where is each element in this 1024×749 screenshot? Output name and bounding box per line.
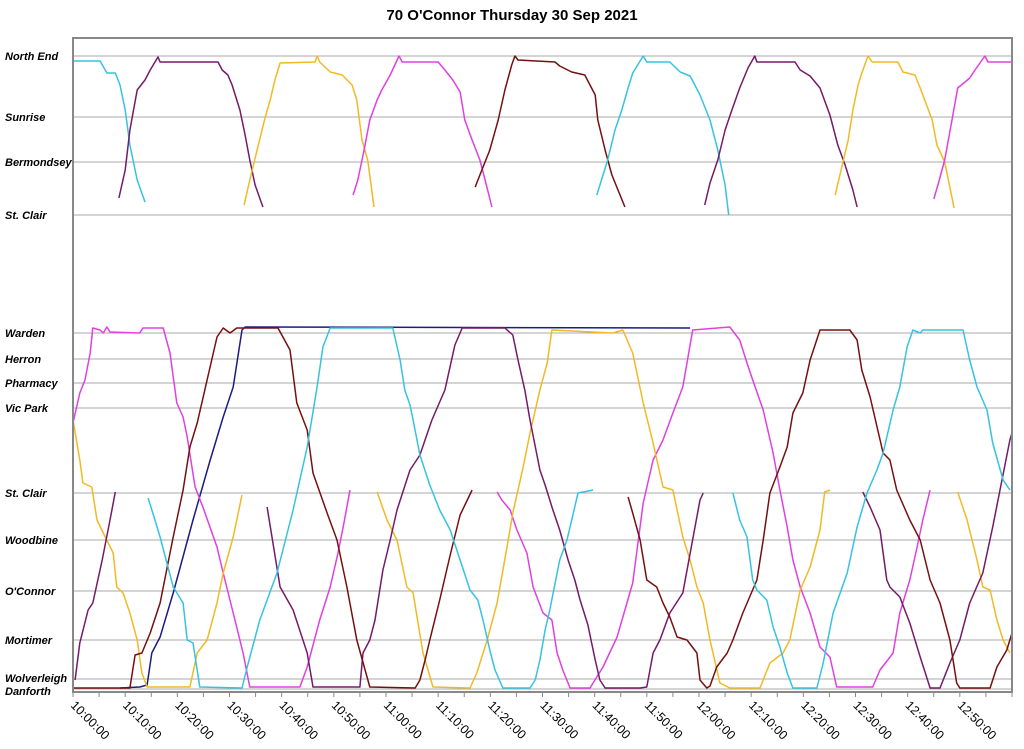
station-label: Sunrise	[5, 112, 45, 124]
x-tick-label: 10:30:00	[224, 698, 268, 742]
station-label: Wolverleigh	[5, 673, 67, 685]
trip-line-brown	[627, 329, 1013, 689]
station-label: Bermondsey	[5, 157, 73, 169]
trip-line-cyan	[73, 60, 146, 203]
trip-line-yellow	[243, 55, 375, 208]
x-tick-label: 11:10:00	[433, 698, 477, 742]
x-tick-label: 11:30:00	[537, 698, 581, 742]
trip-line-yellow	[834, 55, 955, 209]
x-tick-label: 12:30:00	[850, 698, 894, 742]
chart-title: 70 O'Connor Thursday 30 Sep 2021	[386, 7, 637, 24]
trip-line-magenta	[933, 55, 1012, 200]
trip-line-yellow	[956, 491, 1011, 654]
x-tick-label: 12:50:00	[955, 698, 999, 742]
trip-line-purple	[703, 55, 858, 208]
trip-line-cyan	[732, 329, 1011, 689]
station-label: Woodbine	[5, 535, 58, 547]
x-tick-label: 11:40:00	[590, 698, 634, 742]
trip-line-cyan	[147, 327, 594, 689]
trip-line-cyan	[596, 55, 730, 216]
trip-line-yellow	[72, 419, 243, 688]
station-label: Warden	[5, 328, 45, 340]
x-tick-label: 12:00:00	[694, 698, 738, 742]
station-label: Mortimer	[5, 635, 53, 647]
x-tick-label: 11:00:00	[381, 698, 425, 742]
x-tick-label: 11:50:00	[642, 698, 686, 742]
x-tick-label: 10:40:00	[277, 698, 321, 742]
x-tick-label: 12:20:00	[798, 698, 842, 742]
x-tick-label: 10:00:00	[68, 698, 112, 742]
station-label: Herron	[5, 354, 41, 366]
trip-line-brown	[73, 327, 473, 689]
trip-line-purple	[74, 491, 117, 681]
x-tick-label: 10:50:00	[329, 698, 373, 742]
trip-line-purple	[118, 56, 264, 208]
station-label: North End	[5, 51, 58, 63]
station-labels: North End Sunrise Bermondsey St. Clair Warde…	[5, 51, 73, 698]
station-label: Vic Park	[5, 403, 49, 415]
x-tick-label: 12:10:00	[746, 698, 790, 742]
x-tick-label: 12:40:00	[903, 698, 947, 742]
station-gridlines	[73, 55, 1012, 690]
station-label: O'Connor	[5, 586, 56, 598]
x-axis-ticks: 10:00:00 10:10:00 10:20:00 10:30:00 10:40:00…	[68, 692, 1013, 743]
station-label: St. Clair	[5, 488, 47, 500]
station-label: St. Clair	[5, 210, 47, 222]
trip-line-yellow	[376, 329, 831, 689]
trip-line-purple	[266, 327, 704, 689]
vehicle-trips	[72, 55, 1013, 689]
x-tick-label: 10:10:00	[120, 698, 164, 742]
trip-line-brown	[474, 55, 626, 208]
station-label: Danforth	[5, 686, 51, 698]
trip-line-magenta	[496, 326, 931, 689]
trip-line-magenta	[352, 55, 493, 208]
x-tick-label: 11:20:00	[485, 698, 529, 742]
station-label: Pharmacy	[5, 378, 58, 390]
x-tick-label: 10:20:00	[172, 698, 216, 742]
plot-frame	[72, 37, 1013, 693]
trip-line-purple	[862, 432, 1013, 689]
trip-line-magenta	[72, 326, 351, 688]
trip-line-navy	[119, 326, 691, 689]
